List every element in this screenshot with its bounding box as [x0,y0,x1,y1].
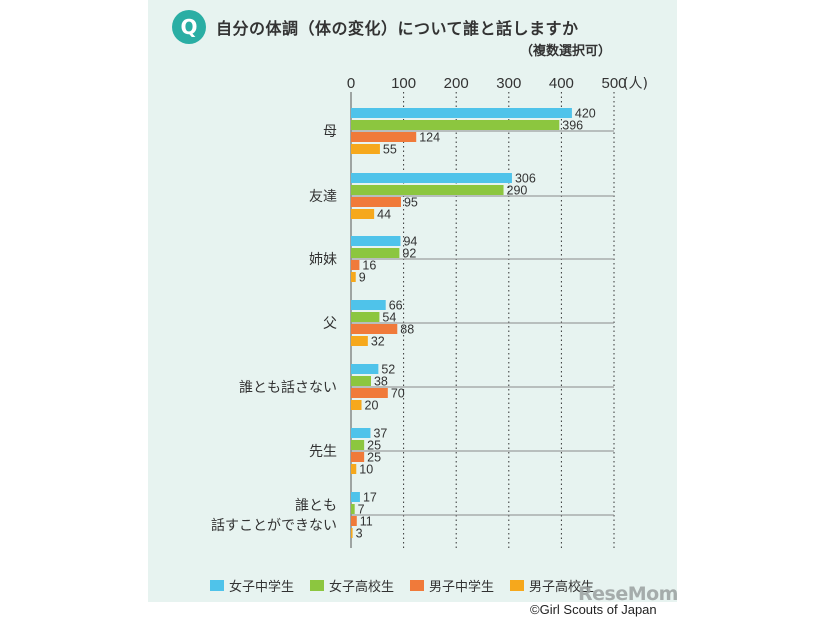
data-label: 70 [391,387,405,401]
data-label: 17 [363,491,377,505]
chart-title: 自分の体調（体の変化）について誰と話しますか [216,19,579,38]
data-label: 66 [389,299,403,313]
bar [351,132,417,142]
bar [351,272,356,282]
bar [351,248,400,258]
bar [351,312,380,322]
data-label: 32 [371,335,385,349]
data-label: 420 [575,107,596,121]
data-label: 92 [402,247,416,261]
bar [351,464,357,474]
bar [351,173,512,183]
bar [351,440,365,450]
bar [351,336,368,346]
x-unit-label: (人) [623,76,648,92]
data-label: 20 [365,399,379,413]
x-tick-label: 100 [391,75,416,92]
data-label: 16 [362,259,376,273]
legend-swatch [210,580,224,591]
data-label: 290 [507,184,528,198]
legend-item-girls-high: 女子高校生 [310,576,394,595]
resemom-watermark: ReseMom [578,583,678,605]
legend-swatch [410,580,425,591]
bar [351,197,401,207]
legend-label: 男子中学生 [429,580,495,595]
legend-label: 女子中学生 [229,580,295,595]
bar [351,400,362,410]
copyright-text: ©Girl Scouts of Japan [530,602,657,617]
bar [351,185,504,195]
data-label: 94 [403,235,417,249]
data-label: 95 [404,196,418,210]
x-tick-label: 500 [601,75,626,92]
category-label: 誰とも [295,498,337,514]
bar [351,300,386,310]
data-label: 37 [373,427,387,441]
bar [351,144,380,154]
chart-legend: 女子中学生 女子高校生 男子中学生 男子高校生 [210,576,594,595]
category-label: 父 [323,316,337,332]
bar [351,504,355,514]
data-label: 88 [400,323,414,337]
category-label: 誰とも話さない [239,379,337,396]
legend-swatch [510,580,525,591]
data-label: 25 [367,451,381,465]
chart-subtitle: （複数選択可） [520,44,612,59]
data-label: 10 [359,463,373,477]
bar [351,388,388,398]
data-label: 55 [383,143,397,157]
legend-item-boys-junior: 男子中学生 [410,576,494,595]
bar [351,428,371,438]
legend-item-boys-high: 男子高校生 [510,576,594,595]
bar [351,120,560,130]
data-label: 52 [381,363,395,377]
bar [351,492,360,502]
x-tick-label: 0 [347,75,355,92]
category-label: 先生 [309,444,337,460]
bar [351,516,357,526]
x-tick-label: 400 [549,75,574,92]
data-label: 54 [382,311,396,325]
x-tick-label: 300 [496,75,521,92]
chart-panel [148,0,677,602]
legend-item-girls-junior: 女子中学生 [210,576,294,595]
data-label: 44 [377,208,391,222]
category-label: 姉妹 [309,252,337,268]
x-tick-label: 200 [444,75,469,92]
question-badge: Q [172,10,206,44]
data-label: 396 [562,119,583,133]
data-label: 306 [515,172,536,186]
bar [351,209,375,219]
category-label: 友達 [309,189,337,205]
bar [351,376,371,386]
data-label: 25 [367,439,381,453]
category-label: 母 [323,124,337,140]
bar [351,364,379,374]
data-label: 3 [356,527,363,541]
bar [351,260,360,270]
legend-label: 女子高校生 [329,580,395,595]
data-label: 9 [359,271,366,285]
data-label: 7 [358,503,365,517]
bar [351,528,353,538]
data-label: 11 [360,515,373,529]
data-label: 38 [374,375,388,389]
bar [351,324,398,334]
legend-swatch [310,580,325,591]
category-label: 話すことができない [211,517,337,534]
bar [351,452,365,462]
data-label: 124 [419,131,440,145]
bar [351,236,401,246]
bar [351,108,572,118]
legend-label: 男子高校生 [529,580,595,595]
